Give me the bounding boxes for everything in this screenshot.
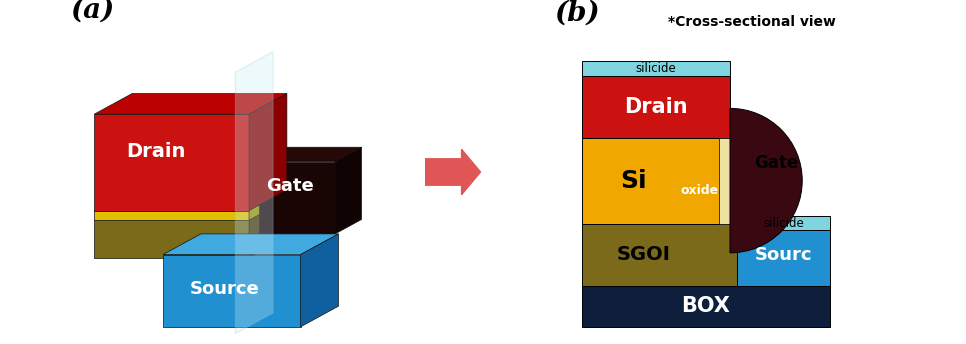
Wedge shape <box>730 108 802 253</box>
Polygon shape <box>249 200 287 258</box>
Bar <box>582 286 830 327</box>
Polygon shape <box>335 147 361 234</box>
Polygon shape <box>236 52 273 334</box>
Text: Source: Source <box>190 280 260 298</box>
Bar <box>582 224 830 286</box>
Polygon shape <box>249 94 287 211</box>
Polygon shape <box>259 147 361 162</box>
Polygon shape <box>259 162 335 234</box>
Text: Si: Si <box>620 169 647 193</box>
Polygon shape <box>163 255 300 327</box>
Text: Sourc: Sourc <box>754 246 812 264</box>
Polygon shape <box>95 190 287 211</box>
Polygon shape <box>163 234 338 255</box>
Text: Gate: Gate <box>754 154 798 172</box>
Text: Drain: Drain <box>127 142 185 161</box>
FancyArrow shape <box>425 149 480 195</box>
Polygon shape <box>249 190 287 220</box>
Polygon shape <box>95 114 249 211</box>
Bar <box>582 138 730 224</box>
Text: Gate: Gate <box>267 177 314 195</box>
Text: SGOI: SGOI <box>617 245 671 264</box>
Bar <box>582 76 730 138</box>
Bar <box>582 61 730 76</box>
Text: silicide: silicide <box>636 62 676 75</box>
Polygon shape <box>95 200 287 220</box>
Bar <box>737 224 830 286</box>
Text: silicide: silicide <box>763 217 804 230</box>
Polygon shape <box>95 220 249 258</box>
Text: (b): (b) <box>554 0 600 26</box>
Text: (a): (a) <box>71 0 114 23</box>
Text: BOX: BOX <box>681 296 730 316</box>
Polygon shape <box>95 94 287 114</box>
Text: *Cross-sectional view: *Cross-sectional view <box>668 15 836 29</box>
Text: Drain: Drain <box>624 97 688 117</box>
Polygon shape <box>95 211 249 220</box>
Bar <box>719 138 730 224</box>
Text: oxide: oxide <box>681 184 719 197</box>
Polygon shape <box>300 234 338 327</box>
Bar <box>737 216 830 230</box>
